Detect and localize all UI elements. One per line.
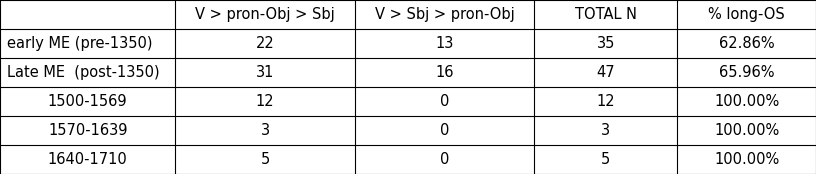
Text: V > Sbj > pron-Obj: V > Sbj > pron-Obj — [375, 7, 515, 22]
Text: 1500-1569: 1500-1569 — [48, 94, 127, 109]
Text: 1570-1639: 1570-1639 — [48, 123, 127, 138]
Text: 31: 31 — [256, 65, 274, 80]
Text: 13: 13 — [436, 36, 454, 51]
Text: V > pron-Obj > Sbj: V > pron-Obj > Sbj — [195, 7, 335, 22]
Text: 0: 0 — [440, 123, 450, 138]
Text: 100.00%: 100.00% — [714, 94, 779, 109]
Text: 5: 5 — [601, 152, 610, 167]
Text: 12: 12 — [596, 94, 615, 109]
Text: 0: 0 — [440, 152, 450, 167]
Text: TOTAL N: TOTAL N — [575, 7, 636, 22]
Text: early ME (pre-1350): early ME (pre-1350) — [7, 36, 152, 51]
Text: 65.96%: 65.96% — [719, 65, 774, 80]
Text: 100.00%: 100.00% — [714, 152, 779, 167]
Text: 16: 16 — [436, 65, 454, 80]
Text: 5: 5 — [260, 152, 270, 167]
Text: % long-OS: % long-OS — [708, 7, 785, 22]
Text: 100.00%: 100.00% — [714, 123, 779, 138]
Text: 62.86%: 62.86% — [719, 36, 774, 51]
Text: 12: 12 — [256, 94, 274, 109]
Text: 1640-1710: 1640-1710 — [48, 152, 127, 167]
Text: Late ME  (post-1350): Late ME (post-1350) — [7, 65, 159, 80]
Text: 0: 0 — [440, 94, 450, 109]
Text: 22: 22 — [256, 36, 274, 51]
Text: 3: 3 — [260, 123, 270, 138]
Text: 35: 35 — [596, 36, 615, 51]
Text: 47: 47 — [596, 65, 615, 80]
Text: 3: 3 — [601, 123, 610, 138]
